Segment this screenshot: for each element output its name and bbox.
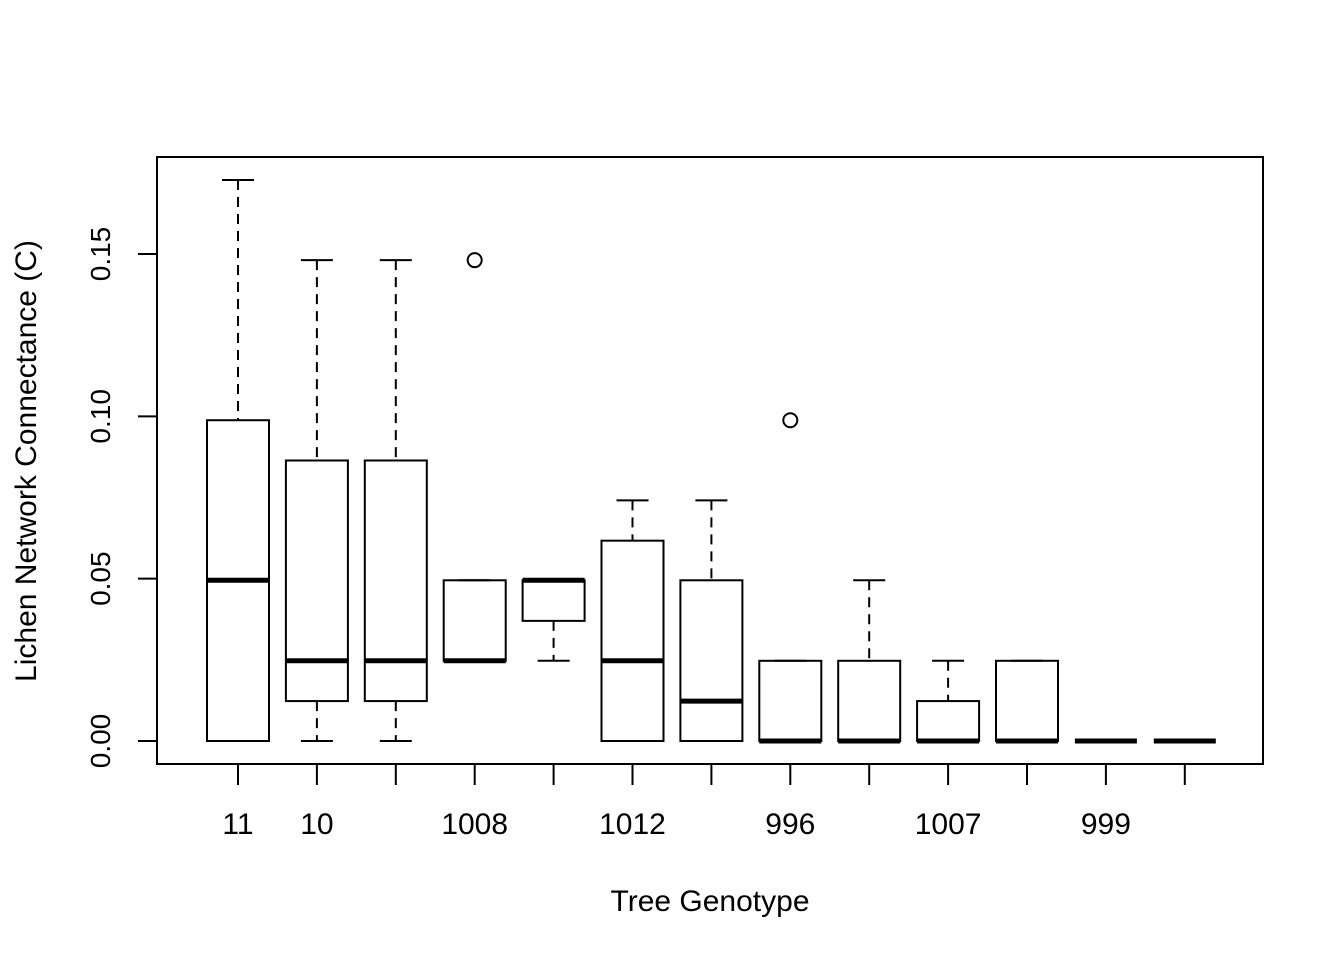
- outlier-point: [782, 412, 799, 429]
- box-body: [442, 579, 507, 662]
- box-body: [837, 659, 902, 742]
- box-body: [363, 459, 428, 703]
- box-7: [679, 499, 744, 742]
- y-tick-label: 0.00: [85, 714, 116, 769]
- box-2: [284, 259, 349, 742]
- x-tick-label: 10: [300, 808, 333, 841]
- outlier-point: [466, 252, 483, 269]
- x-tick-label: 999: [1081, 808, 1131, 841]
- box-6: [600, 499, 665, 742]
- box-body: [679, 579, 744, 742]
- box-9: [837, 579, 902, 744]
- y-tick-label: 0.05: [85, 551, 116, 606]
- box-5: [521, 577, 586, 662]
- x-tick-label: 1012: [599, 808, 666, 841]
- x-tick-label: 1007: [915, 808, 982, 841]
- x-tick-label: 1008: [441, 808, 508, 841]
- box-10: [916, 659, 981, 744]
- box-body: [600, 539, 665, 742]
- box-body: [916, 700, 981, 742]
- y-tick-label: 0.10: [85, 389, 116, 444]
- box-body: [758, 659, 823, 742]
- x-tick-label: 996: [765, 808, 815, 841]
- x-axis-label: Tree Genotype: [611, 885, 810, 918]
- box-4: [442, 252, 507, 664]
- y-axis-label: Lichen Network Connectance (C): [10, 240, 43, 682]
- box-1: [206, 178, 270, 742]
- y-tick-label: 0.15: [85, 227, 116, 282]
- x-tick-label: 11: [222, 808, 253, 841]
- boxes-group: [206, 178, 1216, 744]
- box-8: [758, 412, 823, 744]
- y-axis: 0.00 0.05 0.10 0.15: [85, 227, 158, 769]
- box-body: [521, 579, 586, 622]
- box-11: [995, 659, 1059, 744]
- box-3: [363, 259, 428, 742]
- box-body: [995, 659, 1059, 742]
- x-axis: 11 10 1008 1012 996 1007 999: [222, 763, 1186, 841]
- box-body: [284, 459, 349, 703]
